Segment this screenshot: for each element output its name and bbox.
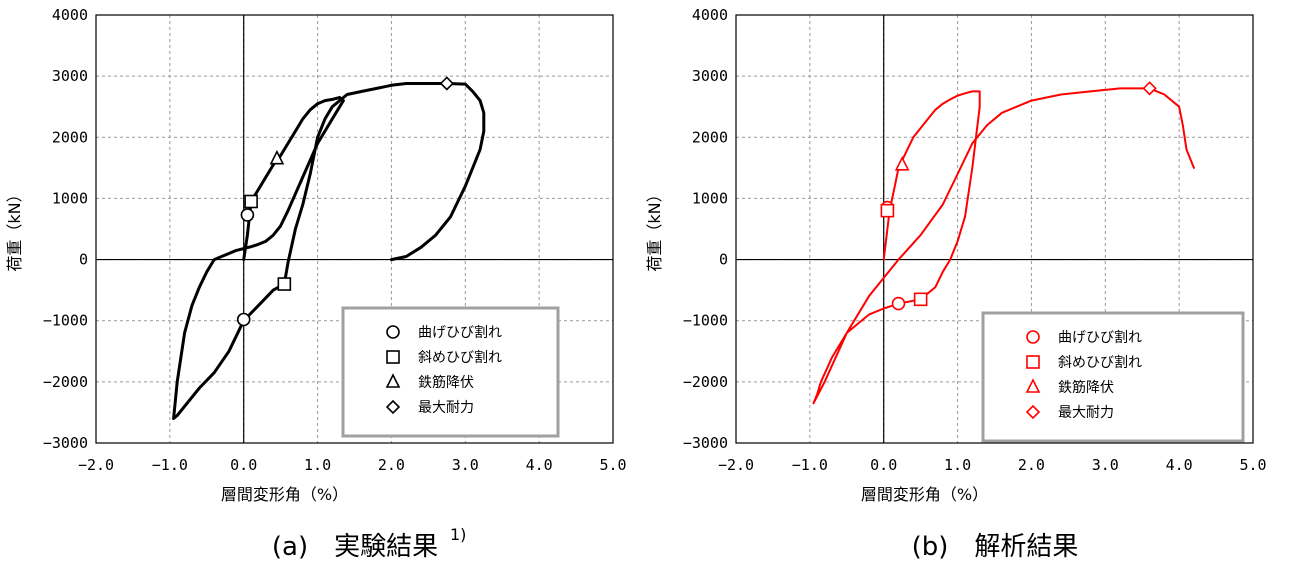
legend-entry-label: 斜めひび割れ [418, 349, 502, 366]
hysteresis-curve [812, 87, 1195, 405]
y-tick-label: 4000 [52, 6, 88, 24]
y-tick-label: 4000 [692, 6, 728, 24]
legend-circle-icon [1026, 330, 1040, 344]
y-tick-label: 2000 [52, 128, 88, 146]
y-tick-label: 2000 [692, 128, 728, 146]
legend-entry-label: 最大耐力 [1058, 405, 1114, 421]
chart-caption: (a) 実験結果 [272, 532, 438, 562]
legend-square-icon [1026, 355, 1040, 369]
plot-frame [735, 14, 1254, 444]
legend-triangle-icon [1025, 378, 1041, 393]
x-tick-label: 5.0 [599, 456, 626, 474]
hysteresis-curve [172, 82, 486, 420]
legend-box [341, 306, 560, 438]
caption-superscript: 1) [450, 525, 466, 544]
legend-square-icon [386, 350, 400, 364]
legend-entry-label: 最大耐力 [418, 400, 474, 416]
x-axis-label: 層間変形角（%） [861, 485, 988, 504]
x-tick-label: −2.0 [78, 456, 114, 474]
x-tick-label: 5.0 [1239, 456, 1266, 474]
marker-circle [236, 312, 251, 327]
x-tick-label: 1.0 [304, 456, 331, 474]
x-tick-label: 3.0 [452, 456, 479, 474]
chart-caption: (b) 解析結果 [912, 532, 1079, 562]
y-tick-label: 1000 [692, 189, 728, 207]
y-tick-label: 0 [79, 251, 88, 269]
x-tick-label: 2.0 [1018, 456, 1045, 474]
legend-diamond-icon [385, 399, 401, 415]
marker-diamond [439, 76, 454, 91]
chart-experimental: −2.0 −1.0 0.0 1.0 2.0 3.0 4.0 5.0 −3000 −2000 −100… [5, 6, 627, 562]
legend-entry-label: 鉄筋降伏 [1058, 379, 1114, 396]
x-tick-label: 4.0 [526, 456, 553, 474]
x-tick-label: 0.0 [230, 456, 257, 474]
marker-triangle [269, 149, 285, 165]
y-axis-label: 荷重（kN） [645, 186, 664, 271]
x-tick-label: 3.0 [1092, 456, 1119, 474]
legend-entry-label: 曲げひび割れ [1058, 329, 1142, 346]
legend-entry-label: 曲げひび割れ [418, 324, 502, 341]
x-tick-label: 0.0 [870, 456, 897, 474]
chart-analysis: −2.0 −1.0 0.0 1.0 2.0 3.0 4.0 5.0 −3000 −2000 −100… [645, 6, 1267, 562]
plot-frame [95, 14, 614, 444]
y-tick-label: 1000 [52, 189, 88, 207]
y-tick-label: 0 [719, 251, 728, 269]
y-tick-label: −1000 [683, 312, 728, 330]
marker-square [913, 292, 928, 307]
x-axis-label: 層間変形角（%） [221, 485, 348, 504]
marker-square [244, 194, 258, 209]
marker-diamond [1142, 81, 1157, 96]
marker-square [880, 203, 895, 218]
x-tick-label: −1.0 [152, 456, 188, 474]
marker-circle [891, 296, 906, 311]
y-axis-label: 荷重（kN） [5, 186, 24, 271]
legend-triangle-icon [385, 373, 401, 388]
x-tick-label: −1.0 [792, 456, 828, 474]
y-tick-label: −2000 [43, 373, 88, 391]
marker-circle [240, 208, 255, 222]
legend-box [981, 311, 1245, 443]
y-tick-label: −3000 [683, 434, 728, 452]
y-tick-label: −1000 [43, 312, 88, 330]
y-tick-label: 3000 [692, 67, 728, 85]
legend-circle-icon [386, 325, 400, 339]
x-tick-label: 2.0 [378, 456, 405, 474]
x-tick-label: 4.0 [1166, 456, 1193, 474]
x-tick-label: 1.0 [944, 456, 971, 474]
marker-square [277, 277, 292, 291]
y-tick-label: −2000 [683, 373, 728, 391]
legend-entry-label: 斜めひび割れ [1058, 354, 1142, 371]
marker-triangle [894, 156, 910, 171]
y-tick-label: −3000 [43, 434, 88, 452]
legend-diamond-icon [1025, 404, 1041, 420]
x-tick-label: −2.0 [718, 456, 754, 474]
y-tick-label: 3000 [52, 67, 88, 85]
legend-entry-label: 鉄筋降伏 [418, 374, 474, 391]
